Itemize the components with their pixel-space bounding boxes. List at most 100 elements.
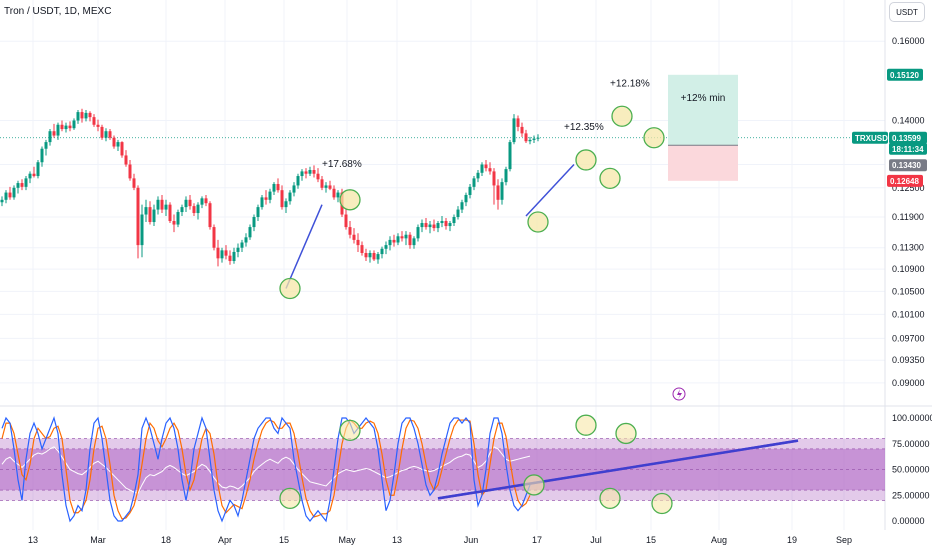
candle-body: [84, 112, 88, 119]
candle-body: [108, 131, 112, 138]
indicator-circle: [575, 414, 597, 436]
candle-body: [316, 173, 320, 180]
candle-body: [388, 239, 392, 246]
candle-body: [16, 183, 20, 188]
price-tick-label: 0.11300: [892, 243, 924, 253]
candle-body: [44, 142, 48, 149]
time-tick-label: Sep: [836, 535, 852, 545]
target-price-tag-label: 0.15120: [890, 71, 919, 80]
price-tick-label: 0.11900: [892, 212, 924, 222]
candle-body: [468, 186, 472, 195]
candle-body: [360, 245, 364, 254]
price-tick-label: 0.10500: [892, 286, 925, 296]
price-tick-label: 0.12500: [892, 183, 925, 193]
price-tick-label: 0.09350: [892, 355, 925, 365]
candle-body: [528, 139, 532, 142]
candle-body: [200, 198, 204, 205]
candle-body: [408, 234, 412, 246]
candle-body: [0, 199, 4, 203]
candle-body: [392, 239, 396, 243]
candle-body: [312, 170, 316, 174]
candle-body: [328, 185, 332, 189]
time-tick-label: Aug: [711, 535, 727, 545]
indicator-tick-label: 100.00000: [892, 413, 932, 423]
indicator-circle: [651, 492, 673, 515]
candle-body: [300, 171, 304, 177]
candle-body: [248, 227, 252, 238]
candle-body: [396, 236, 400, 243]
candle-body: [80, 112, 84, 119]
candle-body: [92, 117, 96, 125]
candle-body: [168, 204, 172, 222]
highlight-circles[interactable]: [279, 105, 665, 300]
candle-body: [320, 179, 324, 188]
candle-body: [124, 155, 128, 165]
candle-body: [32, 173, 36, 177]
candle-body: [484, 164, 488, 169]
candle-body: [288, 192, 292, 202]
candle-body: [244, 237, 248, 243]
candle-body: [148, 207, 152, 223]
indicator-tick-label: 25.00000: [892, 490, 930, 500]
candle-body: [164, 204, 168, 210]
candle-body: [324, 185, 328, 188]
symbol-tag: [852, 131, 888, 144]
time-tick-label: 13: [392, 535, 402, 545]
target-price-tag: [887, 68, 923, 81]
candle-body: [236, 247, 240, 252]
candle-body: [280, 190, 284, 208]
candle-body: [492, 171, 496, 186]
countdown-tag-label: 18:11:34: [892, 145, 924, 154]
highlight-circle: [339, 189, 361, 211]
candle-body: [20, 183, 24, 187]
candle-body: [284, 201, 288, 208]
candle-body: [416, 227, 420, 239]
candle-body: [36, 162, 40, 177]
candle-body: [380, 248, 384, 255]
chart-title: Tron / USDT, 1D, MEXC: [4, 6, 111, 17]
position-box[interactable]: +12% min: [668, 74, 738, 181]
indicator-tick-label: 50.00000: [892, 465, 930, 475]
candle-body: [376, 254, 380, 260]
indicator-circle: [523, 474, 545, 496]
candle-body: [536, 137, 540, 139]
candle-body: [384, 245, 388, 249]
candle-body: [76, 112, 80, 121]
candle-body: [368, 253, 372, 258]
candle-body: [136, 187, 140, 246]
candle-body: [332, 188, 336, 198]
candle-body: [296, 176, 300, 186]
candle-body: [100, 126, 104, 138]
candle-body: [88, 112, 92, 118]
grid: [0, 0, 932, 530]
candle-body: [192, 206, 196, 214]
candle-body: [48, 131, 52, 143]
currency-button[interactable]: USDT: [889, 2, 925, 22]
indicator-tick-label: 0.00000: [892, 516, 925, 526]
candle-body: [212, 227, 216, 248]
candle-body: [460, 202, 464, 210]
candle-body: [216, 247, 220, 259]
candle-body: [120, 142, 124, 156]
candle-body: [220, 250, 224, 259]
candle-body: [156, 199, 160, 210]
candle-body: [180, 207, 184, 213]
indicator-circle: [339, 419, 361, 442]
price-tick-label: 0.09000: [892, 378, 925, 388]
candle-body: [456, 209, 460, 218]
candle-body: [472, 178, 476, 187]
percent-annotation: +17.68%: [322, 159, 362, 170]
candle-body: [500, 182, 504, 200]
time-tick-label: 18: [161, 535, 171, 545]
lightning-icon[interactable]: [672, 387, 686, 401]
highlight-circle: [611, 105, 633, 127]
candle-body: [276, 184, 280, 191]
candle-body: [404, 234, 408, 239]
price-tick-label: 0.16000: [892, 36, 925, 46]
price-tags: 0.15120 TRXUSDT 0.13599 18:11:34 0.13430 0.12…: [852, 68, 927, 187]
candle-body: [72, 120, 76, 129]
candle-body: [104, 131, 108, 138]
candle-body: [400, 236, 404, 239]
candle-body: [208, 203, 212, 228]
